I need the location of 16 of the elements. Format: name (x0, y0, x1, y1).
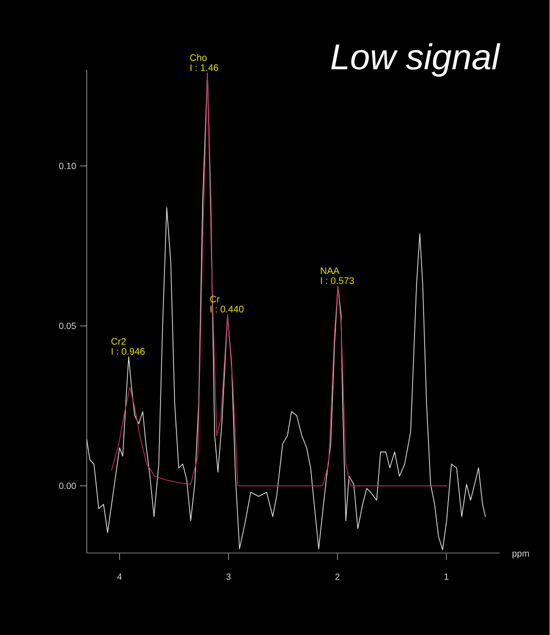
annotation: NAA (320, 268, 340, 274)
annotation: I : 0.440 (210, 306, 244, 312)
annotation: I : 0.573 (321, 277, 354, 284)
x-tick-label: 3 (226, 574, 231, 580)
annotation: I : 1.46 (190, 64, 218, 71)
x-tick-label: 4 (117, 574, 122, 580)
annotation: Cr2 (112, 338, 126, 345)
y-tick-label: 0.10 (59, 162, 76, 170)
y-tick-label: 0.05 (59, 322, 76, 330)
y-tick-label: 0.00 (59, 482, 76, 490)
chart-title: Low signal (331, 43, 500, 77)
x-tick-label: 2 (336, 574, 340, 580)
x-tick-label: 1 (444, 574, 449, 580)
annotation: I : 0.946 (112, 348, 145, 355)
annotation: Cho (190, 54, 207, 61)
x-axis-title: ppm (512, 552, 529, 558)
